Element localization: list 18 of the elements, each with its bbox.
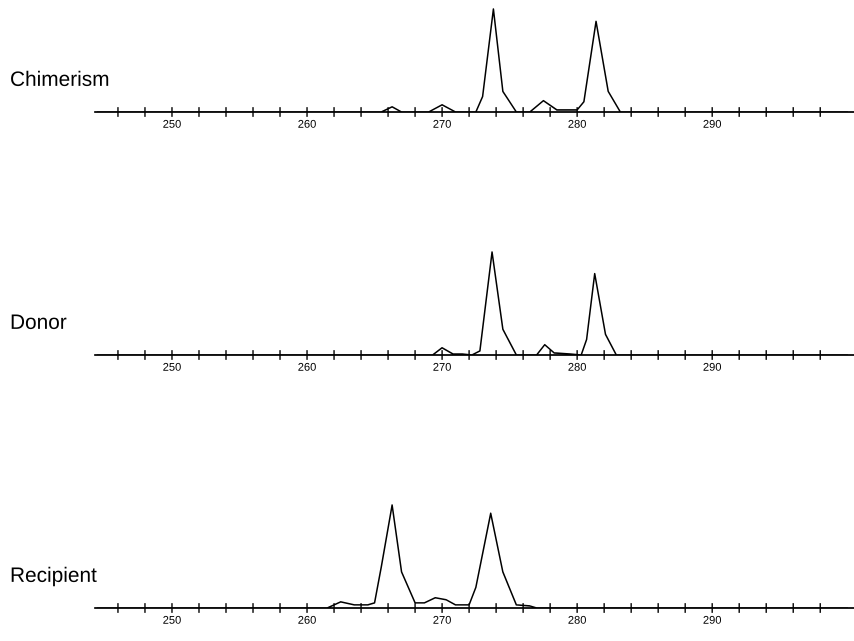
x-tick-label: 250 (163, 362, 181, 371)
x-tick-label: 280 (568, 120, 586, 128)
x-tick-label: 260 (298, 120, 316, 128)
x-tick-label: 290 (703, 362, 722, 371)
x-tick-label: 270 (433, 120, 451, 128)
x-tick-label: 290 (703, 120, 722, 128)
x-tick-label: 280 (568, 362, 586, 371)
x-tick-label: 260 (298, 362, 316, 371)
text: Donor (12, 314, 66, 330)
x-tick-label: 260 (298, 616, 316, 624)
x-tick-label: 270 (433, 362, 451, 371)
text: Chimerism (11, 70, 108, 86)
x-tick-label: 280 (568, 616, 586, 624)
x-tick-label: 250 (163, 616, 181, 624)
text: Recipient (12, 566, 97, 586)
x-tick-label: 270 (433, 616, 451, 624)
x-tick-label: 290 (703, 616, 722, 624)
x-tick-label: 250 (163, 120, 181, 128)
